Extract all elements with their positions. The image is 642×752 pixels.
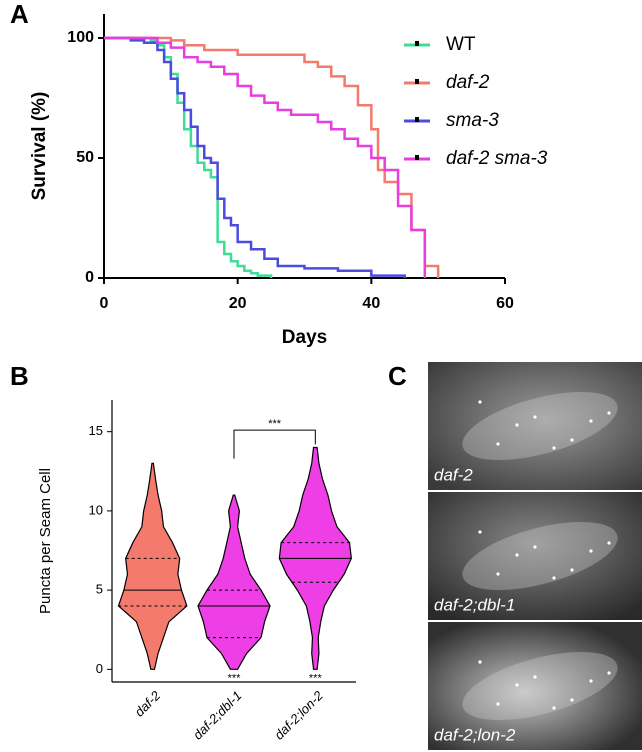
puncta <box>515 553 519 557</box>
puncta <box>496 572 500 576</box>
y-tick-label: 0 <box>96 661 103 676</box>
y-tick-label: 15 <box>89 423 103 438</box>
y-tick-label: 0 <box>85 269 94 286</box>
survival-line <box>104 36 427 278</box>
micrograph <box>428 362 642 490</box>
x-tick-label: 0 <box>100 295 109 312</box>
puncta <box>478 530 482 534</box>
significance: *** <box>228 673 242 685</box>
survival-line <box>104 36 406 278</box>
x-tick-label: daf-2;lon-2 <box>271 687 326 742</box>
legend-marker <box>415 41 419 46</box>
micrograph <box>428 492 642 620</box>
puncta <box>552 446 556 450</box>
x-axis-label: Days <box>282 327 327 348</box>
x-tick-label: daf-2 <box>132 687 164 719</box>
puncta <box>552 706 556 710</box>
puncta <box>607 411 611 415</box>
bracket-label: *** <box>268 418 282 430</box>
puncta <box>478 400 482 404</box>
image-label: daf-2 <box>434 465 473 484</box>
puncta <box>589 549 593 553</box>
legend-marker <box>415 117 419 122</box>
legend-label: sma-3 <box>446 110 499 131</box>
puncta <box>496 442 500 446</box>
puncta <box>589 679 593 683</box>
violin <box>117 462 188 670</box>
puncta <box>533 675 537 679</box>
puncta <box>570 568 574 572</box>
x-tick-label: 20 <box>229 295 247 312</box>
panel-label: B <box>10 361 29 391</box>
puncta <box>496 702 500 706</box>
cell-glow <box>462 391 618 461</box>
puncta <box>533 415 537 419</box>
image-label: daf-2;dbl-1 <box>434 595 515 614</box>
image-label: daf-2;lon-2 <box>434 725 516 744</box>
x-tick-label: daf-2;dbl-1 <box>190 688 245 743</box>
puncta <box>515 423 519 427</box>
violin <box>197 494 271 670</box>
puncta <box>570 438 574 442</box>
y-axis-label: Survival (%) <box>29 92 50 201</box>
puncta <box>589 419 593 423</box>
puncta <box>533 545 537 549</box>
puncta <box>478 660 482 664</box>
significance: *** <box>309 673 323 685</box>
y-tick-label: 5 <box>96 582 103 597</box>
cell-glow <box>462 521 618 591</box>
legend-marker <box>415 79 419 84</box>
x-tick-label: 40 <box>362 295 380 312</box>
micrograph <box>428 622 642 750</box>
y-tick-label: 50 <box>76 149 94 166</box>
panel-label: A <box>10 0 29 29</box>
survival-line <box>104 36 440 278</box>
y-tick-label: 100 <box>67 29 94 46</box>
cell-glow <box>462 651 618 721</box>
puncta <box>552 576 556 580</box>
puncta <box>607 671 611 675</box>
y-axis-label: Puncta per Seam Cell <box>37 468 54 614</box>
puncta <box>570 698 574 702</box>
y-tick-label: 10 <box>89 502 103 517</box>
legend-label: daf-2 sma-3 <box>446 148 548 169</box>
puncta <box>607 541 611 545</box>
legend-label: daf-2 <box>446 72 490 93</box>
puncta <box>515 683 519 687</box>
bracket <box>233 429 316 459</box>
panel-label: C <box>388 361 407 391</box>
x-tick-label: 60 <box>496 295 514 312</box>
legend-marker <box>415 155 419 160</box>
legend-label: WT <box>446 34 476 55</box>
